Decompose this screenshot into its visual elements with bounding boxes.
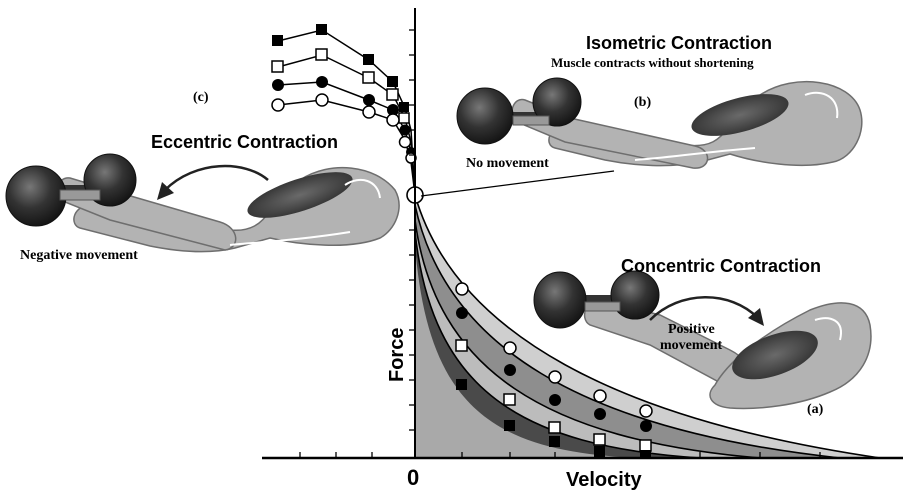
ecc-markers-filled-circle [272,76,416,157]
isometric-subtitle: Muscle contracts without shortening [551,55,754,70]
x-axis-label: Velocity [566,469,642,491]
weight-icon [533,270,660,329]
label-b: (b) [634,95,651,110]
arm-icon [5,153,400,253]
ecc-markers-open-square [271,48,410,124]
band-base [415,245,640,458]
markers-filled-circle [456,307,652,432]
ecc-markers-filled-square [272,24,409,112]
axis-zero-label: 0 [407,465,419,490]
x-ticks [299,452,821,458]
muscle [732,330,818,380]
weight-icon [456,77,582,145]
isometric-connector [420,170,615,197]
label-a: (a) [807,402,824,417]
positive-label: Positive [668,322,715,337]
label-c: (c) [193,90,209,105]
y-axis-label: Force [386,328,408,382]
y-ticks [409,29,415,431]
markers-open-circle [455,282,653,418]
fv-curves [414,194,881,459]
markers-open-square [455,339,652,452]
band-darkest [415,232,700,458]
curved-arrow-icon [157,164,269,200]
movement-label: movement [660,338,723,353]
arm-icon [533,270,872,410]
axes [262,8,903,460]
muscle [247,172,353,218]
eccentric-title: Eccentric Contraction [151,132,338,152]
negative-movement-label: Negative movement [20,248,138,263]
band-dark [415,220,760,458]
ecc-markers-open-circle [271,93,417,164]
isometric-title: Isometric Contraction [586,33,772,53]
concentric-title: Concentric Contraction [621,256,821,276]
no-movement-label: No movement [466,156,549,171]
arm-icon [456,77,863,169]
curved-arrow-icon [649,296,764,326]
weight-icon [5,153,137,227]
muscle [691,94,789,136]
